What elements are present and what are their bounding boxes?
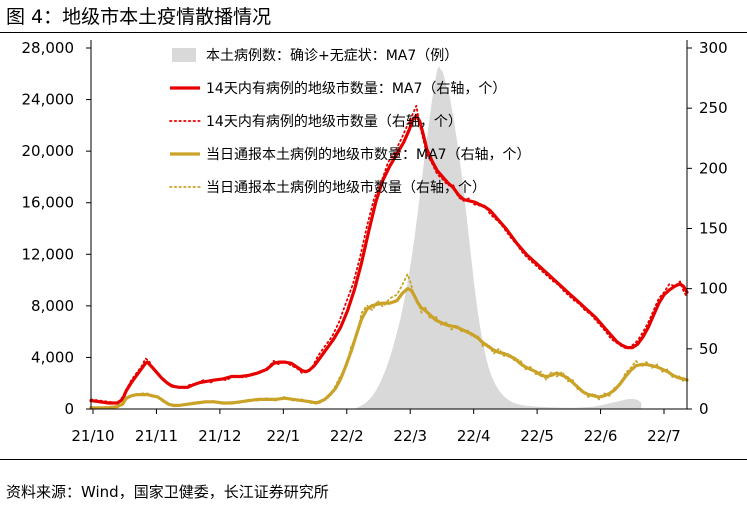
left-tick-label: 20,000 [22,142,75,160]
left-tick-label: 12,000 [22,245,75,263]
legend-label: 14天内有病例的地级市数量：MA7（右轴，个） [206,80,506,97]
left-tick-label: 16,000 [22,194,75,212]
left-tick-label: 24,000 [22,91,75,109]
legend-label: 当日通报本土病例的地级市数量：MA7（右轴，个） [206,146,531,163]
legend-label: 当日通报本土病例的地级市数量（右轴，个） [206,179,486,196]
right-tick-label: 50 [699,340,718,358]
legend-swatch-area [172,48,196,62]
series-dotted-2 [90,104,688,404]
x-tick-label: 22/2 [330,427,364,445]
x-tick-label: 21/11 [135,427,178,445]
source-rule [0,459,747,460]
right-tick-label: 100 [699,280,728,298]
left-tick-label: 4,000 [31,348,74,366]
x-tick-label: 22/1 [266,427,300,445]
right-tick-label: 150 [699,220,728,238]
x-tick-label: 21/12 [198,427,241,445]
left-tick-label: 8,000 [31,297,74,315]
series-dotted-4 [90,273,688,409]
legend-label: 14天内有病例的地级市数量（右轴，个） [206,113,462,130]
legend-label: 本土病例数：确诊+无症状：MA7（例） [206,48,458,64]
chart: 0 4,000 8,000 12,000 16,000 20,000 24,000 28,00… [22,39,728,445]
x-tick-label: 22/5 [520,427,554,445]
left-tick-label: 0 [64,400,74,418]
figure-title: 图 4：地级市本土疫情散播情况 [6,6,272,28]
axes: 0 4,000 8,000 12,000 16,000 20,000 24,000 28,00… [22,39,728,445]
left-tick-label: 28,000 [22,39,75,57]
x-tick-label: 22/7 [647,427,681,445]
right-tick-label: 200 [699,159,728,177]
x-tick-label: 22/4 [457,427,491,445]
x-tick-label: 21/10 [71,427,114,445]
lines-layer [89,104,689,410]
legend: 本土病例数：确诊+无症状：MA7（例） 14天内有病例的地级市数量：MA7（右轴，… [169,48,531,196]
x-tick-label: 22/3 [393,427,427,445]
right-tick-label: 300 [699,39,728,57]
source-note: 资料来源：Wind，国家卫健委，长江证券研究所 [6,483,329,501]
x-tick-label: 22/6 [584,427,618,445]
title-rule [0,32,747,33]
right-tick-label: 0 [699,400,709,418]
right-tick-label: 250 [699,99,728,117]
